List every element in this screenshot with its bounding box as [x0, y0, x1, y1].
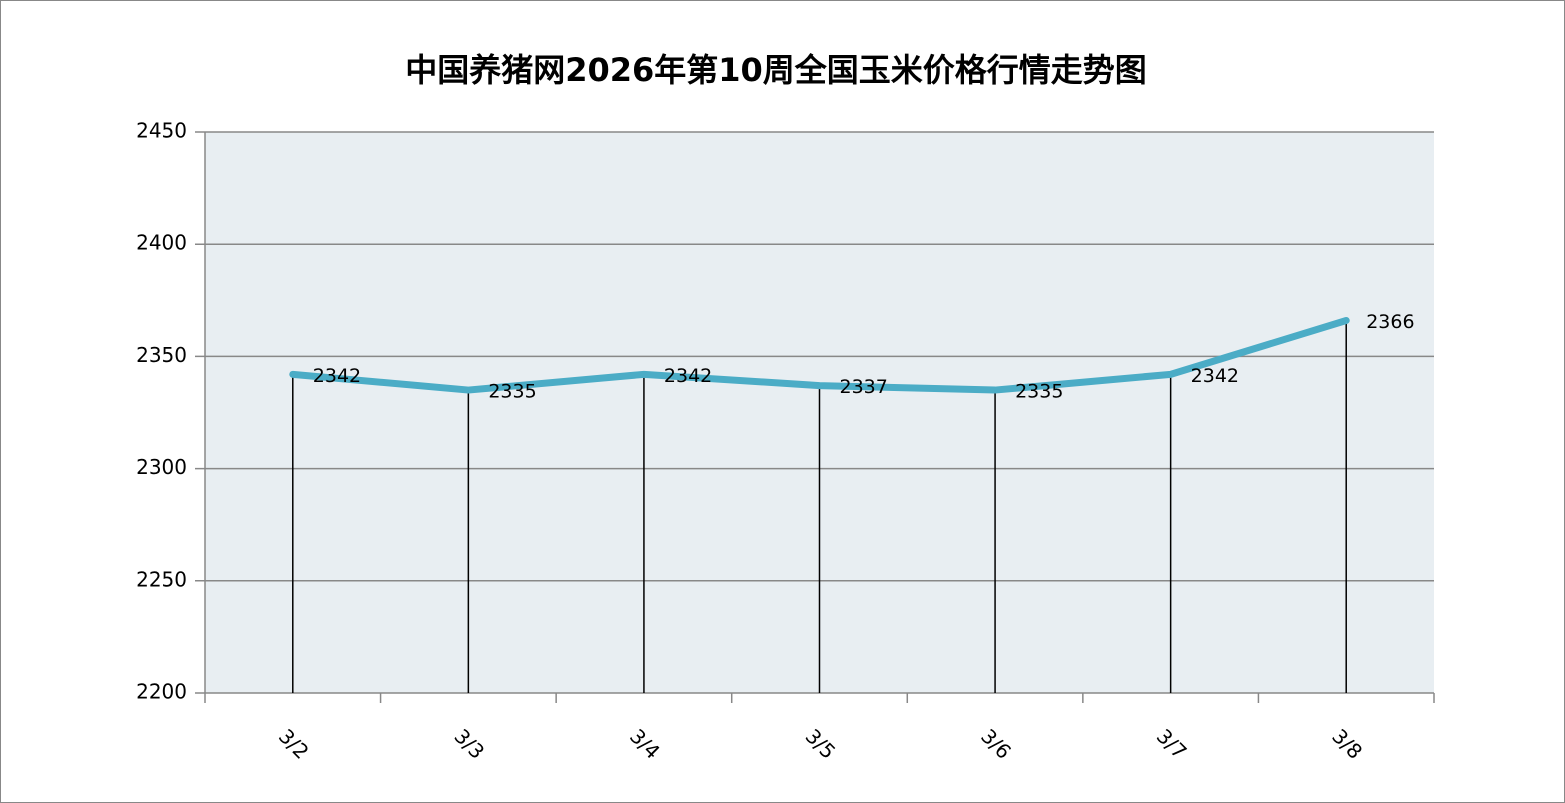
chart-title: 中国养猪网2026年第10周全国玉米价格行情走势图 [405, 51, 1147, 89]
line-series [289, 316, 1350, 394]
y-tick-label: 2200 [136, 680, 187, 704]
y-tick-label: 2350 [136, 343, 187, 367]
data-label: 2342 [313, 365, 361, 387]
y-tick-label: 2250 [136, 567, 187, 591]
y-tick-label: 2300 [136, 455, 187, 479]
data-label: 2335 [1015, 381, 1063, 403]
data-label: 2335 [488, 381, 536, 403]
data-label: 2342 [664, 365, 712, 387]
y-tick-label: 2400 [136, 231, 187, 255]
data-label: 2366 [1366, 311, 1414, 333]
y-tick-label: 2450 [136, 119, 187, 143]
data-label: 2337 [840, 376, 888, 398]
data-label: 2342 [1191, 365, 1239, 387]
